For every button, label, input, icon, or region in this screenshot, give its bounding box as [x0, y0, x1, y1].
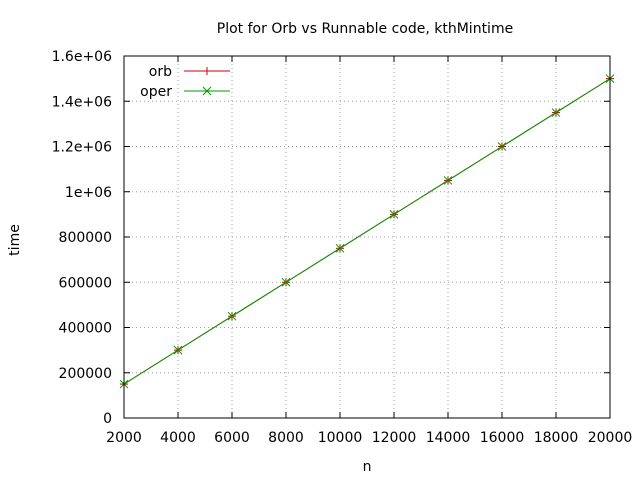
- legend-marker-oper: [202, 86, 212, 96]
- cross-stroke: [443, 176, 453, 185]
- cross-stroke: [202, 86, 212, 96]
- cross-stroke: [281, 277, 291, 287]
- series-group: [119, 74, 615, 389]
- y-tick-label: 200000: [59, 366, 112, 382]
- cross-stroke: [227, 311, 237, 321]
- data-point-oper: [389, 210, 399, 219]
- data-point-oper: [551, 108, 561, 117]
- legend-label-oper: oper: [140, 84, 172, 100]
- plot-border: [123, 55, 611, 419]
- data-point-oper: [497, 142, 507, 151]
- cross-stroke: [551, 108, 561, 117]
- y-axis-label: time: [7, 224, 23, 256]
- x-tick-label: 10000: [318, 430, 363, 446]
- y-tick-label: 1.4e+06: [52, 94, 113, 110]
- grid: [124, 56, 610, 418]
- x-tick-label: 20000: [588, 430, 633, 446]
- y-tick-label: 1.2e+06: [52, 140, 113, 156]
- data-point-oper: [227, 311, 237, 321]
- legend-label-orb: orb: [149, 64, 172, 80]
- cross-stroke: [173, 345, 183, 355]
- axes: 2000 4000 6000 8000 10000 12000 14000 16000 1800…: [52, 49, 633, 446]
- cross-stroke: [335, 243, 345, 253]
- x-tick-label: 18000: [534, 430, 579, 446]
- data-point-oper: [335, 243, 345, 253]
- legend-marker-orb: [203, 67, 211, 75]
- y-tick-label: 400000: [59, 321, 112, 337]
- data-point-oper: [443, 176, 453, 185]
- x-tick-label: 4000: [160, 430, 196, 446]
- x-tick-label: 6000: [214, 430, 250, 446]
- x-tick-label: 16000: [480, 430, 525, 446]
- y-tick-label: 1.6e+06: [52, 49, 113, 65]
- x-tick-label: 8000: [268, 430, 304, 446]
- y-tick-label: 1e+06: [65, 185, 112, 201]
- cross-stroke: [389, 210, 399, 219]
- chart-title: Plot for Orb vs Runnable code, kthMintim…: [217, 21, 513, 37]
- cross-stroke: [497, 142, 507, 151]
- y-tick-label: 800000: [59, 230, 112, 246]
- x-axis-label: n: [363, 459, 372, 475]
- series-line-oper: [123, 78, 611, 385]
- y-tick-label: 600000: [59, 275, 112, 291]
- data-point-oper: [281, 277, 291, 287]
- x-tick-label: 2000: [106, 430, 142, 446]
- y-tick-label: 0: [103, 411, 112, 427]
- legend: orb oper: [140, 64, 230, 100]
- x-tick-label: 12000: [372, 430, 417, 446]
- data-point-oper: [173, 345, 183, 355]
- x-tick-label: 14000: [426, 430, 471, 446]
